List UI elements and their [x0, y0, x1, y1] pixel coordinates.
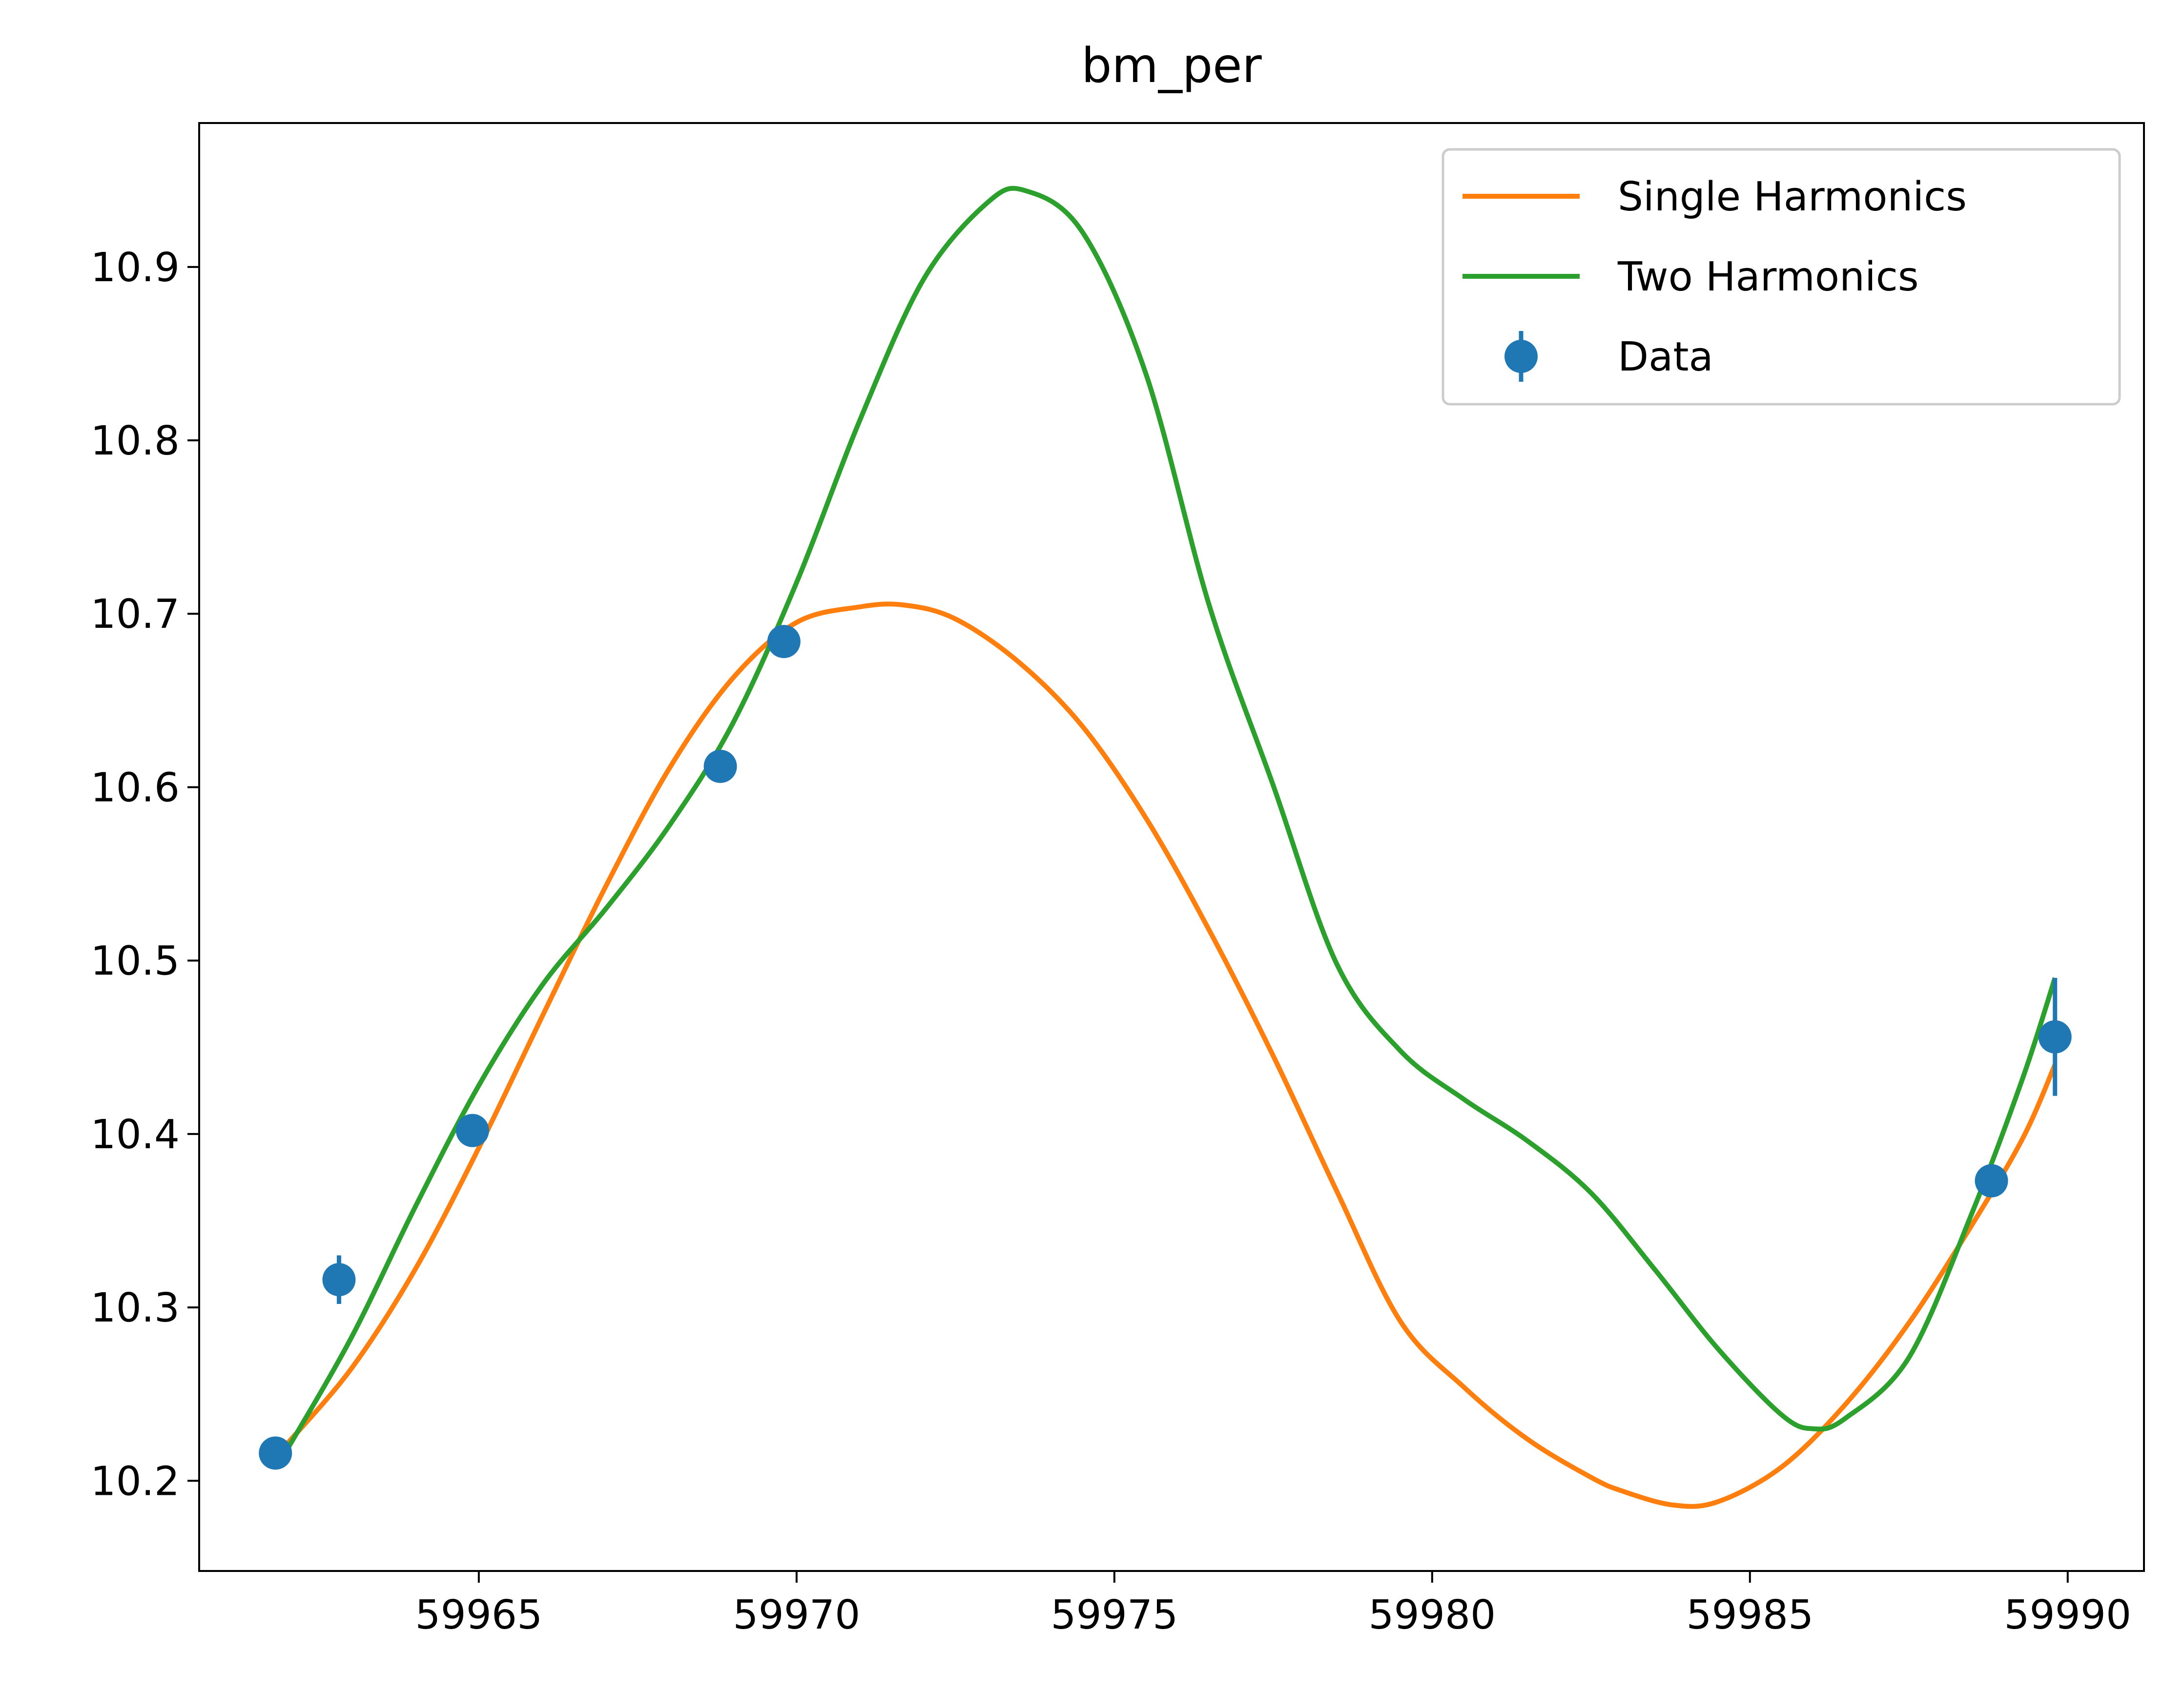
y-tick-label: 10.4 [90, 1112, 180, 1158]
plot-area [198, 122, 2145, 1572]
x-tick-label: 59975 [1051, 1592, 1178, 1638]
x-tick-label: 59965 [415, 1592, 542, 1638]
y-axis: 10.2 10.3 10.4 10.5 10.6 10.7 10.8 10.9 [90, 245, 199, 1505]
data-point [703, 749, 737, 783]
y-tick-label: 10.8 [90, 418, 180, 464]
x-tick-label: 59970 [733, 1592, 860, 1638]
y-tick-label: 10.7 [90, 591, 180, 638]
legend-marker-handle [1504, 340, 1538, 373]
x-tick-label: 59990 [2004, 1592, 2131, 1638]
data-point [2038, 1020, 2072, 1054]
y-tick-label: 10.2 [90, 1458, 180, 1505]
data-point [1975, 1164, 2008, 1198]
legend-label: Two Harmonics [1617, 254, 1919, 300]
series-group [259, 186, 2072, 1509]
plot-frame [198, 122, 2145, 1572]
x-tick-label: 59980 [1368, 1592, 1496, 1638]
series-line-two-harmonics [286, 186, 2058, 1449]
legend: Single Harmonics Two Harmonics Data [1442, 148, 2121, 406]
chart-title: bm_per [1081, 38, 1262, 94]
data-point [767, 625, 801, 659]
y-tick-label: 10.9 [90, 245, 180, 291]
x-axis: 59965 59970 59975 59980 59985 59990 [415, 1571, 2131, 1638]
data-point [322, 1263, 356, 1297]
legend-box [1442, 148, 2121, 406]
data-point [455, 1114, 489, 1147]
x-tick-label: 59985 [1686, 1592, 1813, 1638]
legend-label: Data [1618, 334, 1713, 380]
series-line-single-harmonics [286, 601, 2058, 1509]
data-point [259, 1436, 292, 1470]
y-tick-label: 10.6 [90, 764, 180, 811]
legend-label: Single Harmonics [1618, 174, 1967, 220]
y-tick-label: 10.5 [90, 938, 180, 985]
y-tick-label: 10.3 [90, 1285, 180, 1331]
